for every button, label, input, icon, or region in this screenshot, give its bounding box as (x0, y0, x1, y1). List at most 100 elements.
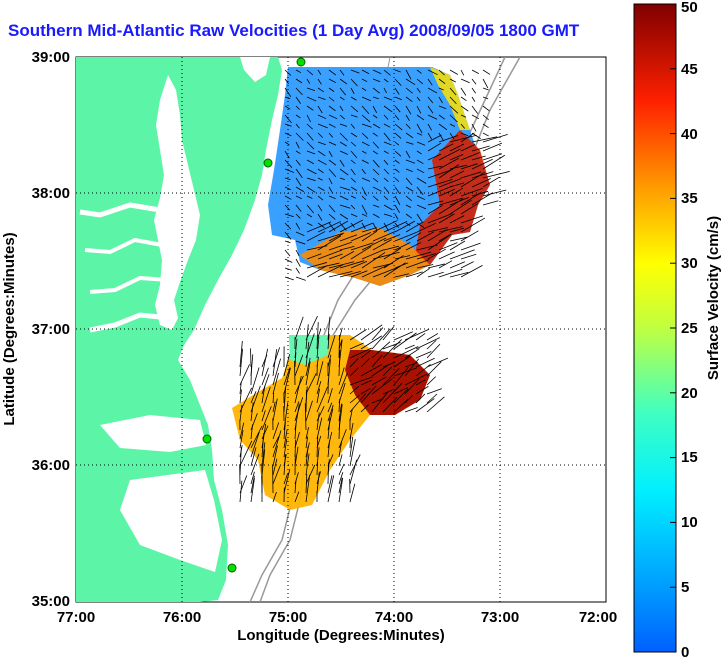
velocity-vector (261, 386, 271, 413)
velocity-vector (416, 114, 425, 121)
velocity-vector (361, 150, 367, 154)
velocity-vector (427, 123, 432, 131)
velocity-vector (416, 96, 421, 102)
velocity-vector (350, 114, 358, 118)
velocity-vector (449, 78, 456, 83)
velocity-vector (416, 268, 431, 278)
velocity-vector (317, 132, 324, 138)
colorbar-tick-label: 25 (681, 320, 698, 337)
velocity-vector (350, 177, 356, 183)
velocity-vector (394, 255, 411, 260)
velocity-vector (284, 267, 292, 271)
velocity-vector (295, 231, 305, 236)
velocity-vector (438, 226, 463, 233)
river-york (89, 275, 169, 294)
velocity-vector (471, 123, 477, 132)
velocity-vector (405, 168, 413, 173)
velocity-vector (283, 402, 289, 431)
velocity-vector (339, 159, 345, 167)
velocity-vector (295, 267, 300, 274)
velocity-vector (239, 422, 245, 440)
velocity-vector (349, 376, 373, 386)
velocity-vector (339, 150, 349, 155)
colorbar-tick-label: 45 (681, 61, 698, 78)
velocity-vector (427, 185, 453, 197)
velocity-vector (415, 363, 431, 377)
velocity-vector (371, 341, 391, 359)
velocity-vector (427, 248, 447, 260)
velocity-vector (449, 227, 465, 233)
velocity-vector (239, 364, 250, 386)
velocity-vector (394, 150, 402, 157)
velocity-vector (361, 213, 368, 217)
velocity-vector (360, 358, 370, 368)
velocity-vector (405, 204, 412, 208)
velocity-vector (349, 367, 359, 377)
velocity-vector (305, 315, 318, 341)
velocity-vector (284, 249, 291, 257)
velocity-vector (382, 361, 396, 368)
velocity-vector (416, 186, 424, 195)
velocity-vector (394, 69, 401, 73)
velocity-vector (339, 132, 348, 141)
velocity-vector (372, 141, 380, 149)
velocity-vector (394, 186, 401, 195)
velocity-vector (438, 143, 454, 152)
velocity-vector (416, 78, 424, 85)
velocity-vector (372, 168, 380, 176)
velocity-vector (438, 178, 462, 188)
colorbar-tick-label: 35 (681, 190, 698, 207)
velocity-vector (306, 195, 313, 199)
velocity-vector (261, 367, 269, 386)
velocity-vector (327, 333, 330, 350)
colorbar-tick-label: 40 (681, 126, 698, 143)
velocity-vector (383, 247, 402, 260)
velocity-vector (339, 234, 358, 242)
velocity-vector (383, 220, 408, 233)
velocity-vector (383, 87, 387, 94)
velocity-vector (361, 96, 372, 102)
velocity-vector (328, 186, 333, 194)
velocity-vector (328, 261, 355, 269)
velocity-vector (371, 365, 388, 377)
velocity-vector (327, 335, 336, 359)
velocity-vector (294, 423, 297, 440)
velocity-vector (250, 391, 257, 404)
grid-lines (76, 57, 606, 602)
lat-tick-label: 37:00 (32, 321, 70, 338)
velocity-vector (471, 78, 477, 85)
velocity-vector (284, 177, 291, 181)
velocity-vector (383, 213, 393, 217)
velocity-vector (295, 204, 302, 212)
velocity-vector (415, 393, 426, 404)
velocity-vector (294, 338, 298, 359)
velocity-vector (339, 186, 351, 191)
velocity-vector (316, 412, 320, 431)
velocity-vector (482, 69, 491, 75)
velocity-vector (306, 265, 328, 278)
velocity-vector (295, 222, 301, 230)
velocity-vector (305, 341, 310, 368)
velocity-vector (250, 478, 255, 503)
velocity-vector (361, 195, 367, 201)
velocity-vector (284, 159, 293, 168)
velocity-vector (460, 217, 486, 233)
velocity-vector (393, 398, 409, 413)
velocity-vector (360, 385, 377, 404)
velocity-vector (471, 145, 490, 152)
velocity-vector (394, 105, 401, 113)
velocity-vector (306, 150, 316, 155)
velocity-vector (427, 114, 438, 120)
velocity-vector (438, 96, 443, 104)
velocity-vector (295, 123, 300, 129)
velocity-vector (427, 69, 438, 76)
velocity-vector (415, 357, 435, 368)
plot-title: Southern Mid-Atlantic Raw Velocities (1 … (8, 21, 580, 40)
velocity-vector (305, 324, 309, 350)
velocity-vector (360, 364, 383, 377)
velocity-vector (295, 69, 302, 74)
colorbar-tick-label: 15 (681, 449, 698, 466)
colorbar-tick-label: 20 (681, 385, 698, 402)
velocity-vector (284, 240, 291, 244)
